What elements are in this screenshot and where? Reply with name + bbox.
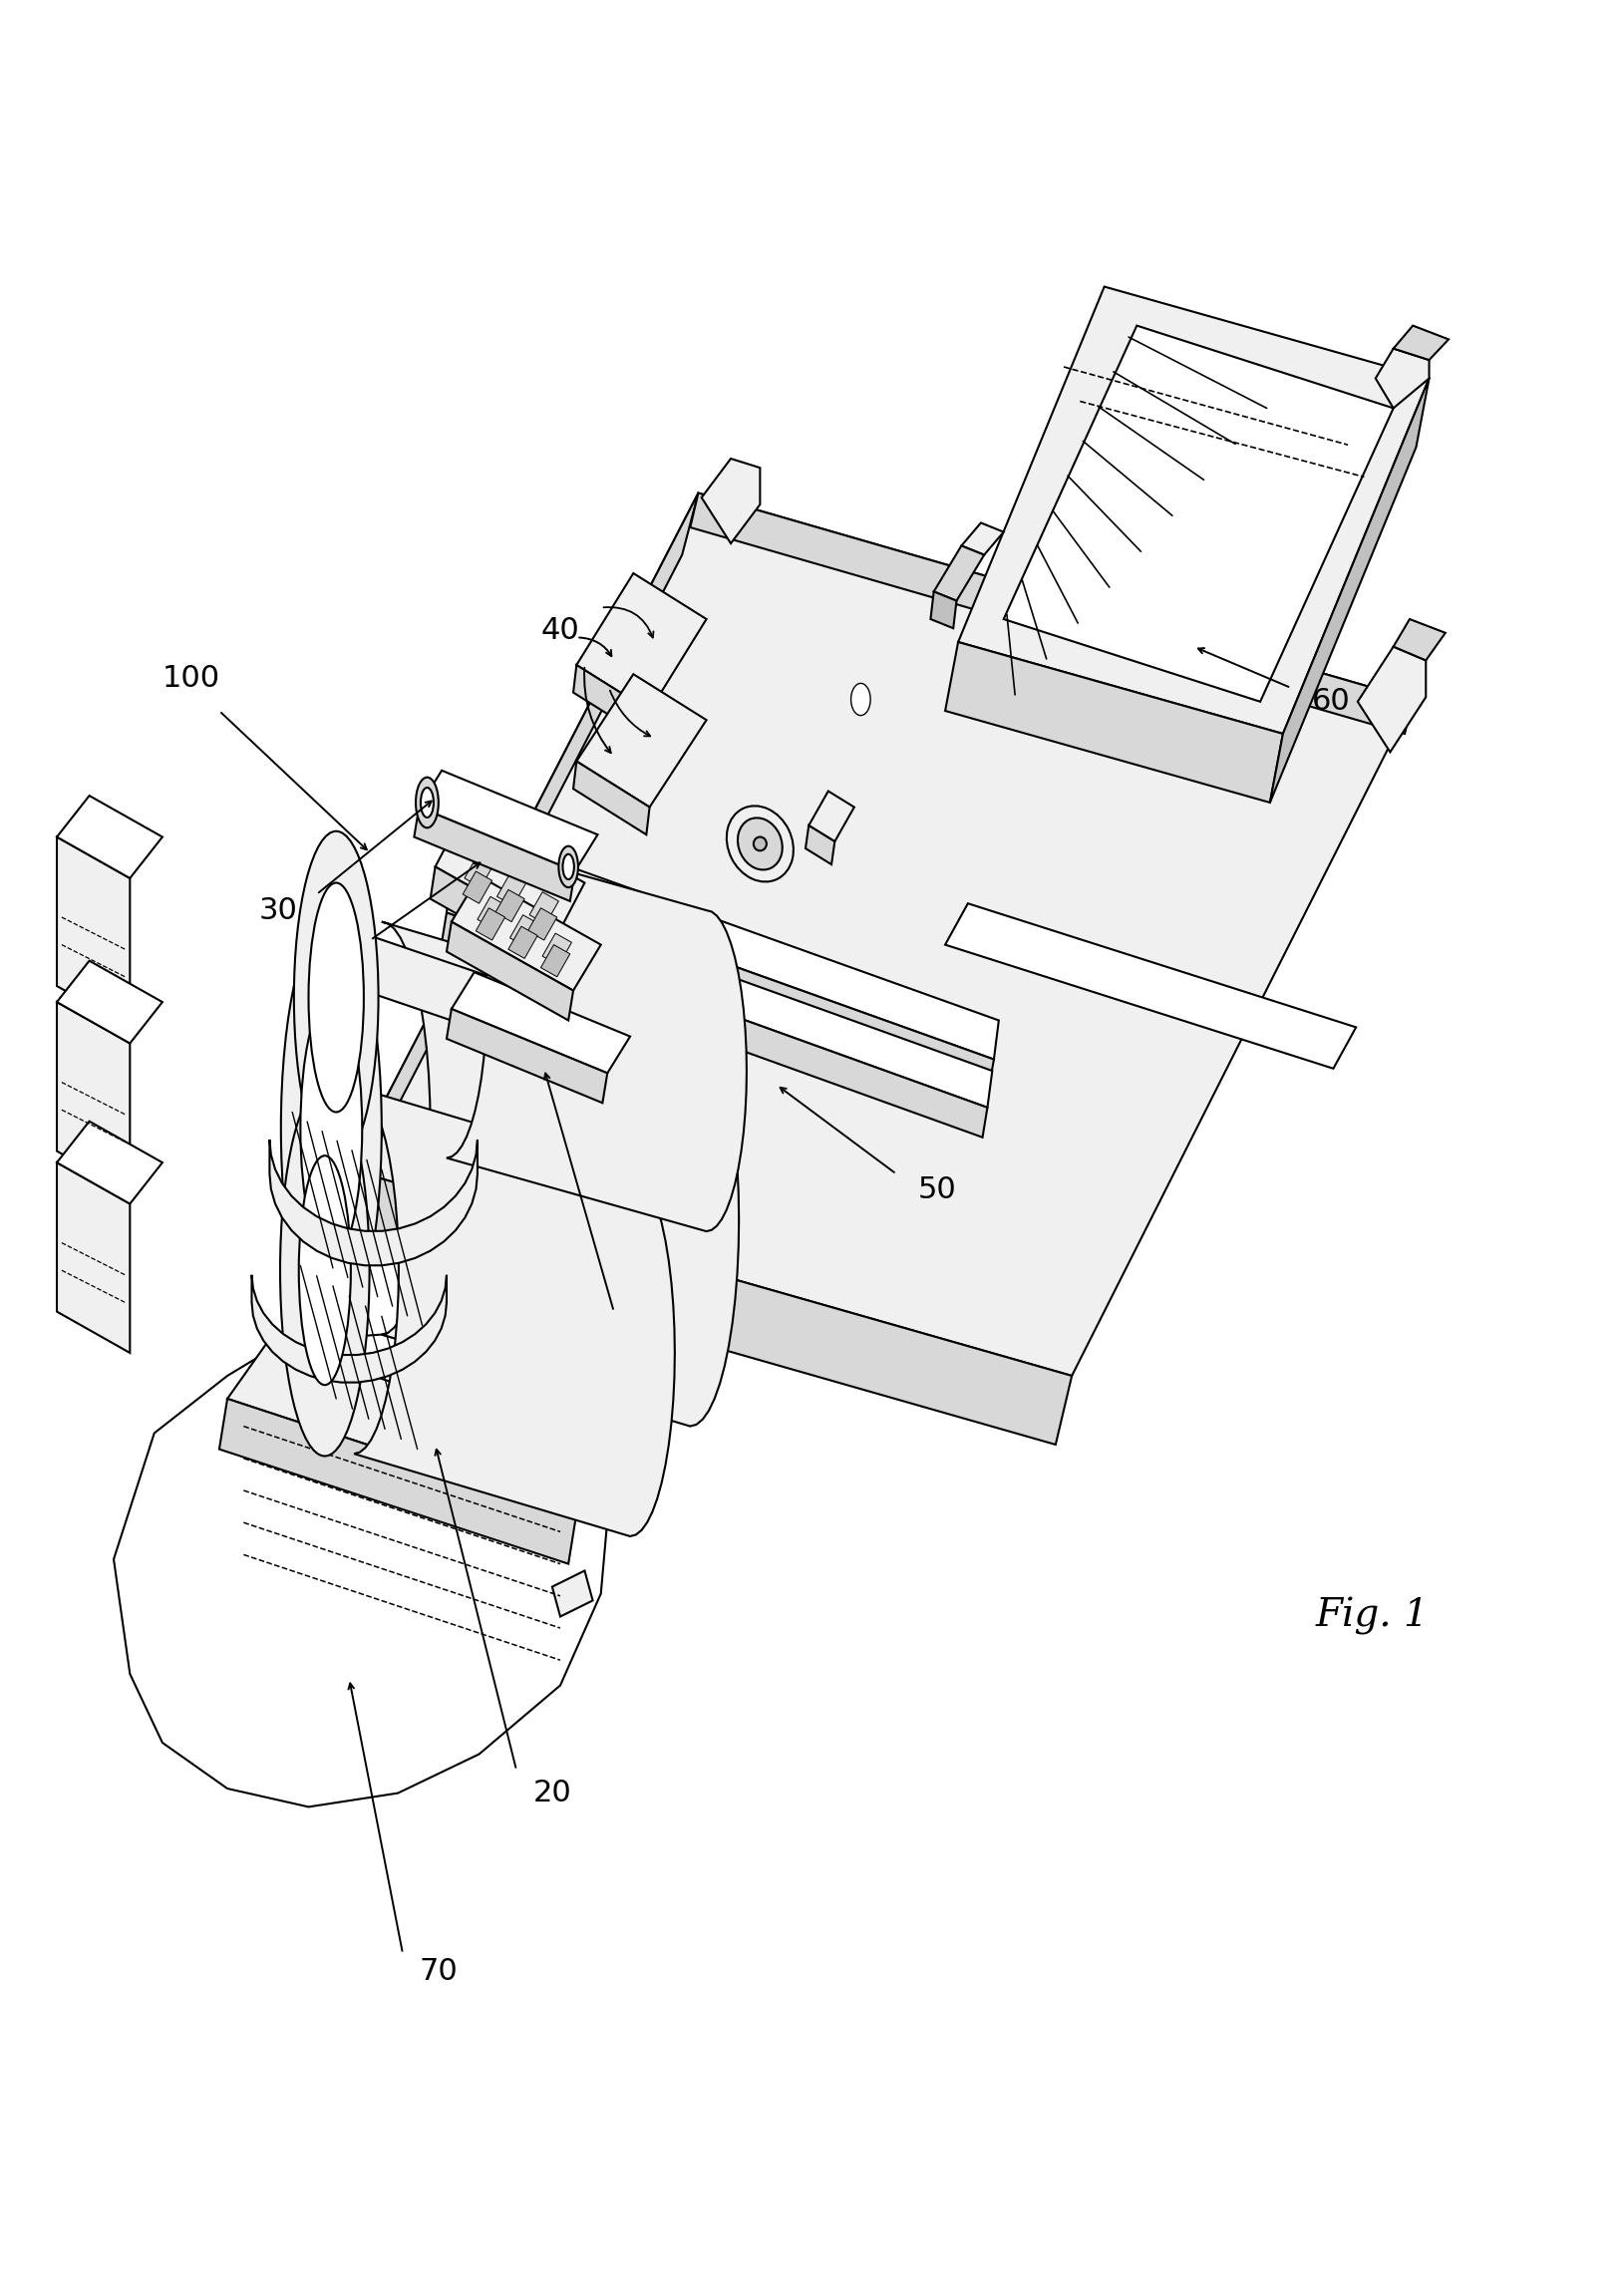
Ellipse shape — [299, 1156, 351, 1385]
Polygon shape — [464, 855, 494, 887]
Polygon shape — [1358, 647, 1426, 752]
Polygon shape — [809, 791, 854, 842]
Polygon shape — [934, 546, 984, 601]
Polygon shape — [57, 1002, 130, 1192]
Polygon shape — [945, 903, 1356, 1069]
Ellipse shape — [279, 1085, 370, 1456]
Polygon shape — [577, 573, 706, 711]
Polygon shape — [528, 908, 557, 940]
Polygon shape — [1393, 326, 1449, 360]
Ellipse shape — [300, 995, 362, 1259]
Polygon shape — [219, 1399, 577, 1564]
Text: 20: 20 — [533, 1779, 572, 1807]
Polygon shape — [495, 890, 525, 922]
Polygon shape — [961, 523, 1004, 555]
Polygon shape — [333, 493, 698, 1231]
Polygon shape — [414, 807, 575, 901]
Ellipse shape — [421, 786, 434, 819]
Text: 30: 30 — [625, 1316, 664, 1344]
Text: 30: 30 — [258, 897, 297, 924]
Polygon shape — [806, 825, 835, 864]
Polygon shape — [354, 1087, 674, 1536]
Polygon shape — [227, 1341, 617, 1513]
Polygon shape — [702, 459, 760, 543]
Ellipse shape — [737, 819, 783, 869]
Polygon shape — [333, 1169, 1072, 1445]
Polygon shape — [349, 493, 1413, 1376]
Polygon shape — [945, 642, 1283, 803]
Polygon shape — [447, 837, 747, 1231]
Polygon shape — [510, 915, 539, 947]
Polygon shape — [516, 851, 546, 883]
Polygon shape — [477, 897, 507, 929]
Text: 10: 10 — [315, 942, 354, 970]
Polygon shape — [463, 871, 492, 903]
Polygon shape — [1393, 619, 1445, 660]
Text: 60: 60 — [1312, 688, 1351, 715]
Text: 40: 40 — [541, 617, 580, 644]
Polygon shape — [442, 913, 987, 1137]
Polygon shape — [476, 908, 505, 940]
Text: 70: 70 — [419, 1958, 458, 1986]
Ellipse shape — [416, 777, 438, 828]
Text: Fig. 1: Fig. 1 — [1315, 1598, 1429, 1635]
Ellipse shape — [754, 837, 767, 851]
Ellipse shape — [726, 805, 794, 883]
Polygon shape — [447, 876, 992, 1108]
Polygon shape — [57, 837, 130, 1027]
Text: 50: 50 — [918, 1176, 957, 1204]
Polygon shape — [435, 814, 585, 936]
Polygon shape — [542, 933, 572, 965]
Polygon shape — [690, 493, 1413, 734]
Polygon shape — [1004, 326, 1393, 702]
Polygon shape — [573, 761, 650, 835]
Polygon shape — [445, 864, 994, 1087]
Polygon shape — [447, 922, 573, 1020]
Polygon shape — [57, 1121, 162, 1204]
Polygon shape — [317, 929, 585, 1055]
Polygon shape — [447, 1009, 607, 1103]
Polygon shape — [270, 1140, 477, 1266]
Polygon shape — [57, 1163, 130, 1353]
Polygon shape — [497, 874, 526, 906]
Polygon shape — [451, 814, 481, 846]
Polygon shape — [958, 287, 1429, 734]
Polygon shape — [382, 922, 739, 1426]
Ellipse shape — [281, 915, 382, 1339]
Polygon shape — [1376, 349, 1429, 408]
Polygon shape — [931, 592, 957, 628]
Ellipse shape — [294, 830, 378, 1165]
Polygon shape — [451, 876, 601, 991]
Polygon shape — [1270, 378, 1429, 803]
Ellipse shape — [851, 683, 870, 715]
Polygon shape — [419, 770, 598, 871]
Polygon shape — [114, 1335, 609, 1807]
Polygon shape — [529, 892, 559, 924]
Polygon shape — [57, 796, 162, 878]
Text: 100: 100 — [162, 663, 221, 692]
Polygon shape — [508, 926, 538, 958]
Polygon shape — [430, 867, 557, 968]
Polygon shape — [573, 665, 650, 738]
Polygon shape — [450, 825, 999, 1059]
Polygon shape — [57, 961, 162, 1043]
Polygon shape — [451, 972, 630, 1073]
Polygon shape — [252, 1275, 447, 1383]
Polygon shape — [484, 832, 513, 864]
Ellipse shape — [559, 846, 578, 887]
Polygon shape — [577, 674, 706, 807]
Polygon shape — [541, 945, 570, 977]
Ellipse shape — [309, 883, 364, 1112]
Ellipse shape — [562, 853, 575, 881]
Polygon shape — [552, 1571, 593, 1617]
